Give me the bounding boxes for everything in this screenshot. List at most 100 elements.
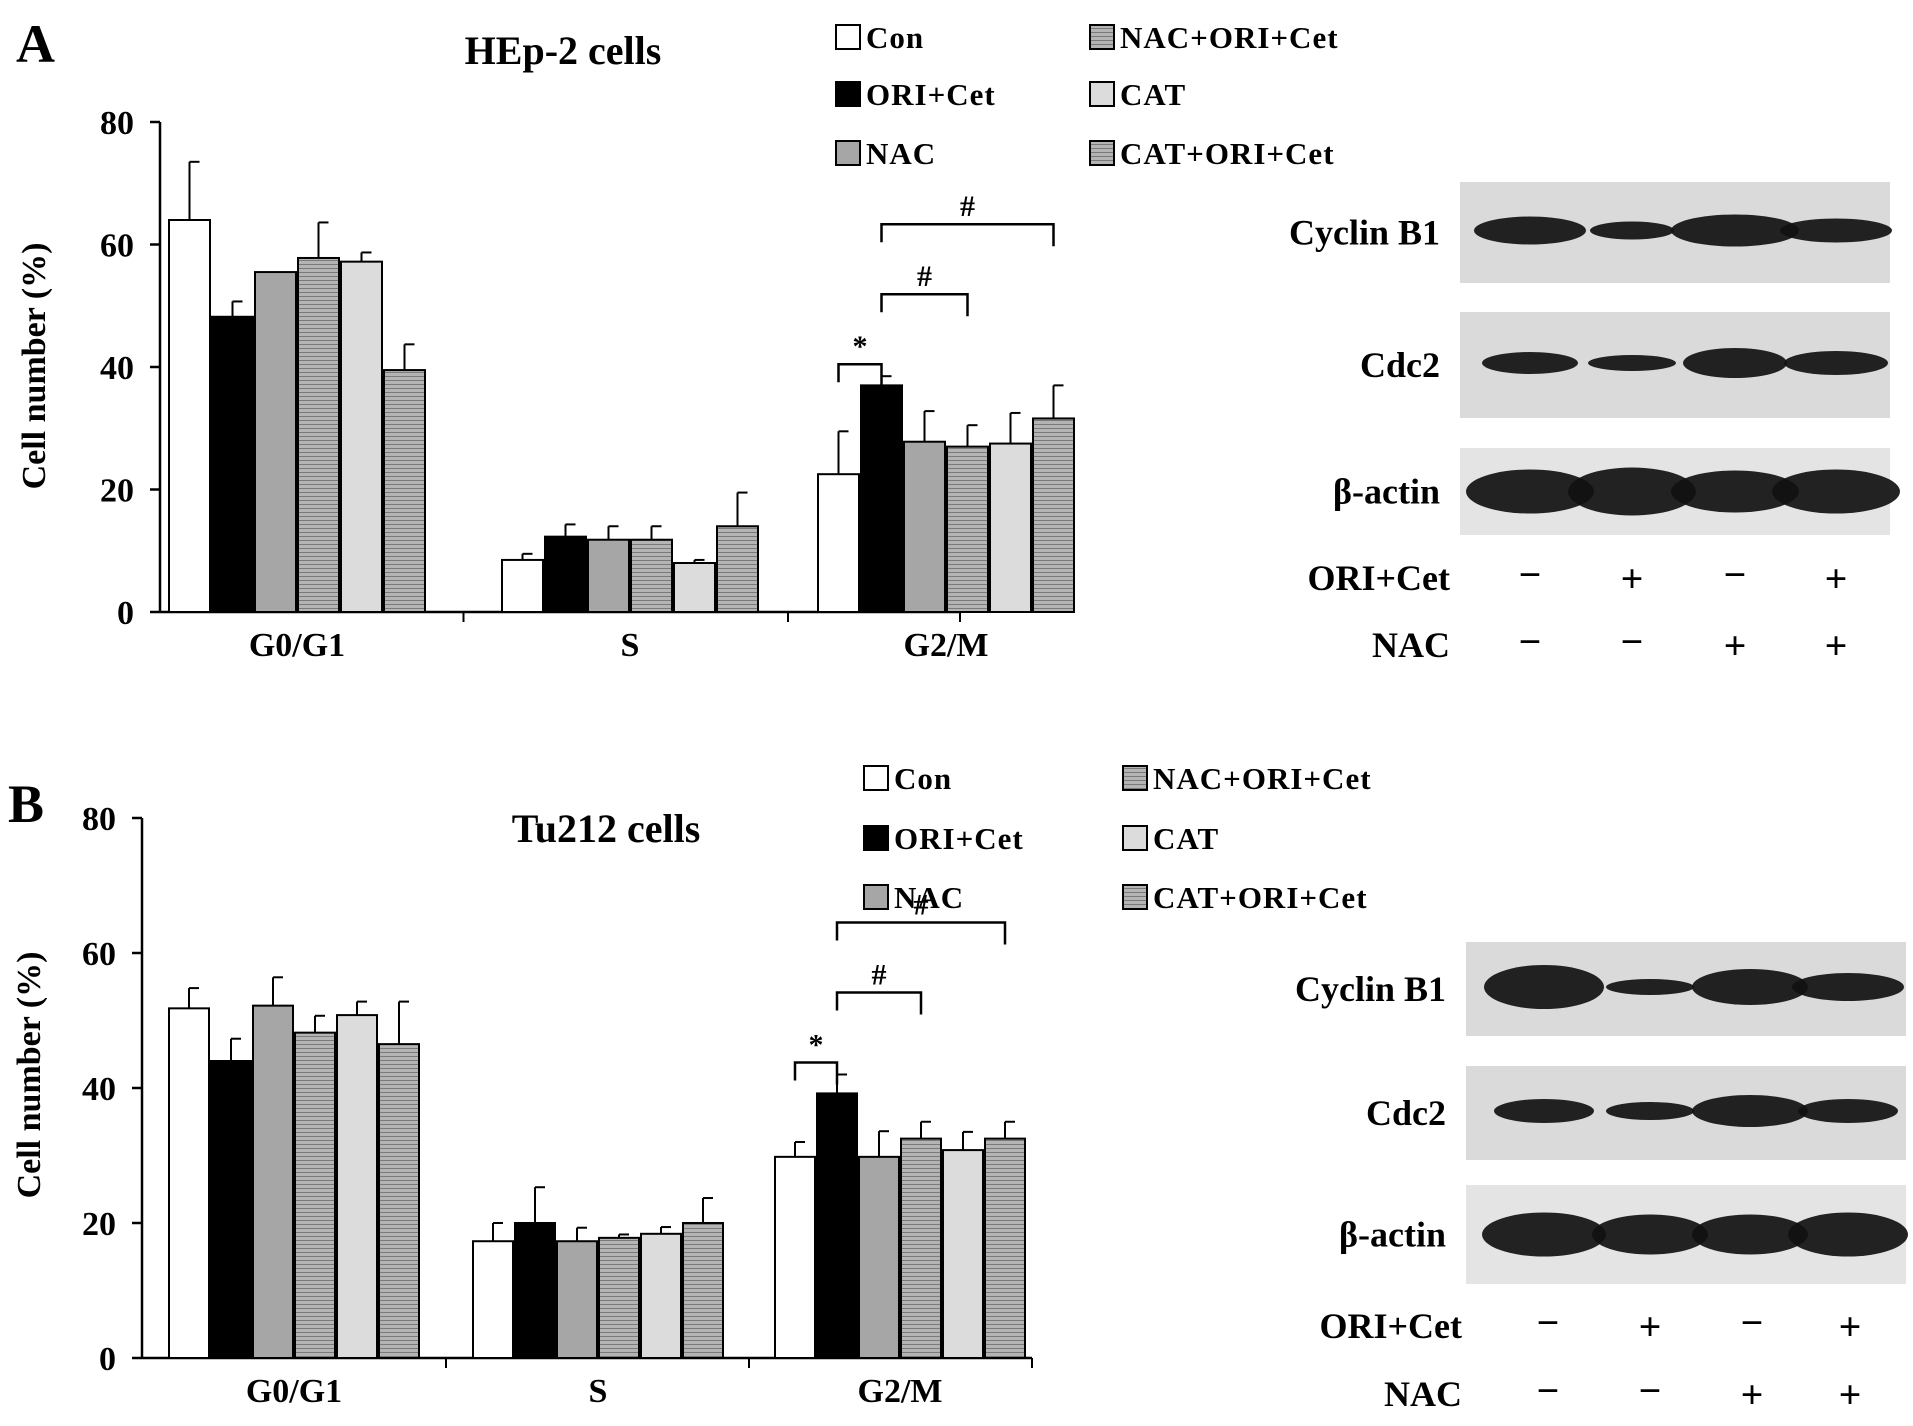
significance-bracket — [880, 292, 969, 317]
bar — [514, 1222, 556, 1359]
blot-protein-label: Cyclin B1 — [1295, 969, 1446, 1009]
y-tick-label: 40 — [82, 1071, 116, 1108]
panel-letter: A — [16, 14, 55, 74]
blot-band — [1588, 355, 1676, 371]
category-label: G0/G1 — [246, 1373, 342, 1410]
blot-band — [1780, 218, 1892, 243]
bar — [630, 538, 673, 613]
legend-label: Con — [894, 761, 952, 796]
bar — [673, 562, 716, 613]
significance-bracket — [880, 222, 1055, 247]
legend-swatch — [863, 765, 889, 791]
bar — [817, 473, 860, 613]
category-label: G0/G1 — [249, 627, 345, 664]
y-tick-label: 80 — [100, 105, 134, 142]
bar — [297, 256, 340, 613]
bar — [903, 440, 946, 613]
y-tick-label: 20 — [100, 473, 134, 510]
bar — [774, 1155, 816, 1359]
blot-band — [1466, 469, 1594, 514]
blot-band — [1671, 470, 1799, 513]
bar — [210, 1060, 252, 1359]
bar — [383, 369, 426, 613]
legend-swatch — [1089, 140, 1115, 166]
western-blot-image — [1466, 942, 1908, 1284]
category-label: G2/M — [904, 627, 989, 664]
blot-protein-label: Cdc2 — [1360, 345, 1440, 385]
y-tick-label: 80 — [82, 801, 116, 838]
condition-mark: + — [1825, 556, 1848, 601]
legend-label: CAT — [1120, 77, 1186, 112]
y-axis-label: Cell number (%) — [11, 952, 48, 1199]
blot-band — [1671, 214, 1799, 247]
blot-band — [1590, 221, 1674, 240]
chart-title: HEp-2 cells — [465, 28, 662, 73]
blot-band — [1606, 1102, 1694, 1120]
blot-protein-label: Cdc2 — [1366, 1093, 1446, 1133]
legend-label: CAT+ORI+Cet — [1120, 136, 1335, 171]
bar — [340, 260, 383, 613]
blot-protein-label: Cyclin B1 — [1289, 213, 1440, 253]
bar — [556, 1240, 598, 1359]
panel-letter: B — [8, 774, 44, 834]
bar — [860, 384, 903, 613]
bar — [336, 1014, 378, 1359]
bar — [168, 1007, 210, 1359]
condition-mark: − — [1519, 619, 1542, 664]
blot-band — [1692, 1214, 1808, 1255]
significance-marker: * — [853, 330, 868, 363]
significance-marker: * — [809, 1029, 824, 1062]
significance-marker: # — [914, 889, 929, 922]
bar — [858, 1155, 900, 1359]
bar — [587, 538, 630, 613]
legend-swatch — [863, 825, 889, 851]
bar — [254, 271, 297, 613]
panel-a: A HEp-2 cells 0 20 40 60 80 Cell number (%) G0/G… — [16, 14, 1900, 668]
legend-label: Con — [866, 20, 924, 55]
condition-mark: − — [1537, 1368, 1560, 1413]
bar — [716, 525, 759, 613]
legend-swatch — [1089, 81, 1115, 107]
bar — [1032, 417, 1075, 614]
bar — [501, 558, 544, 613]
category-label: S — [589, 1373, 608, 1410]
legend-swatch — [835, 140, 861, 166]
significance-marker: # — [960, 190, 975, 223]
blot-protein-label: β-actin — [1339, 1215, 1446, 1255]
panel-b: B Tu212 cells 0 20 40 60 80 Cell number (%) G0/G… — [8, 761, 1908, 1417]
condition-mark: − — [1639, 1368, 1662, 1413]
y-tick-label: 0 — [99, 1341, 116, 1378]
legend-swatch — [863, 884, 889, 910]
blot-protein-label: β-actin — [1333, 472, 1440, 512]
blot-band — [1683, 348, 1787, 378]
significance-bracket — [835, 991, 923, 1015]
condition-mark: + — [1621, 556, 1644, 601]
bar — [984, 1137, 1026, 1359]
blot-band — [1482, 352, 1578, 374]
blot-band — [1788, 1212, 1908, 1257]
condition-label: NAC — [1384, 1374, 1462, 1414]
condition-label: NAC — [1372, 625, 1450, 665]
legend-label: NAC+ORI+Cet — [1120, 20, 1339, 55]
blot-band — [1772, 469, 1900, 514]
significance-bracket — [837, 362, 883, 387]
legend-swatch — [1122, 825, 1148, 851]
condition-mark: − — [1621, 619, 1644, 664]
bar — [942, 1149, 984, 1359]
condition-mark: + — [1741, 1372, 1764, 1417]
category-label: G2/M — [858, 1373, 943, 1410]
bar — [168, 219, 211, 613]
y-tick-label: 60 — [82, 936, 116, 973]
chart-title: Tu212 cells — [512, 806, 701, 851]
significance-marker: # — [917, 260, 932, 293]
legend-label: NAC — [894, 880, 964, 915]
blot-band — [1494, 1099, 1594, 1123]
blot-band — [1798, 1099, 1898, 1123]
significance-bracket — [793, 1061, 839, 1085]
bar — [598, 1236, 640, 1359]
blot-band — [1784, 351, 1888, 375]
bar — [294, 1031, 336, 1360]
bar — [640, 1232, 682, 1360]
blot-band — [1692, 969, 1808, 1005]
